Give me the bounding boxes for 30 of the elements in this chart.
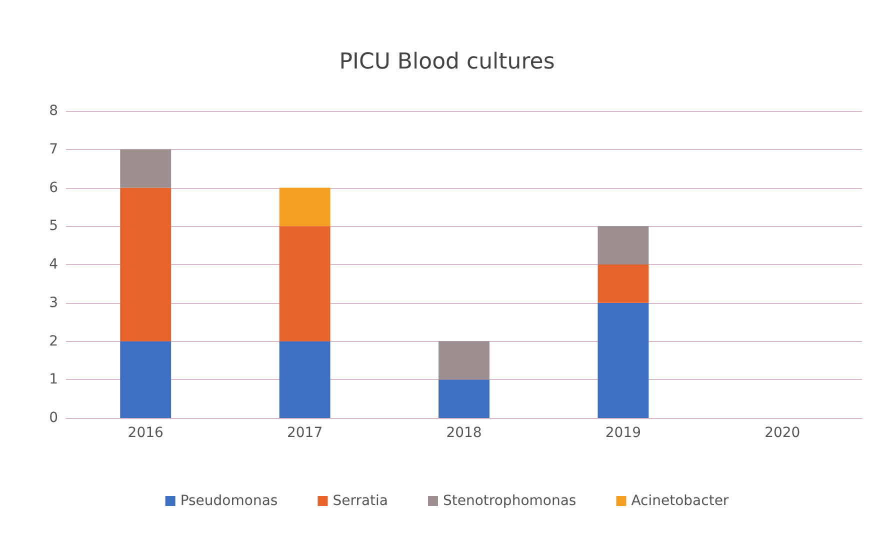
bar	[438, 380, 490, 418]
y-tick-label: 0	[49, 410, 58, 426]
x-tick-label: 2017	[286, 425, 323, 441]
legend-label: Pseudomonas	[180, 493, 278, 509]
bar	[120, 149, 172, 188]
legend-label: Acinetobacter	[631, 493, 729, 509]
x-tick-label: 2016	[128, 425, 164, 441]
y-tick-label: 7	[49, 141, 58, 158]
y-tick-label: 4	[49, 256, 58, 272]
bar	[438, 341, 490, 380]
y-tick-label: 5	[49, 218, 58, 234]
bar	[598, 302, 649, 418]
bar	[598, 226, 649, 264]
y-tick-label: 2	[49, 333, 58, 350]
y-tick-label: 6	[49, 180, 58, 196]
bar	[279, 226, 330, 342]
bar	[120, 188, 172, 342]
legend-label: Stenotrophomonas	[443, 493, 576, 509]
chart-title: PICU Blood cultures	[339, 50, 555, 74]
bar	[598, 264, 649, 303]
y-tick-label: 3	[49, 294, 58, 311]
x-tick-label: 2018	[446, 425, 482, 441]
x-tick-label: 2019	[605, 425, 642, 441]
legend-label: Serratia	[332, 493, 388, 509]
y-tick-label: 8	[49, 103, 58, 119]
x-tick-label: 2020	[764, 425, 800, 441]
bar	[120, 341, 172, 418]
bar	[279, 188, 330, 226]
y-tick-label: 1	[49, 372, 58, 388]
bar	[279, 341, 330, 418]
